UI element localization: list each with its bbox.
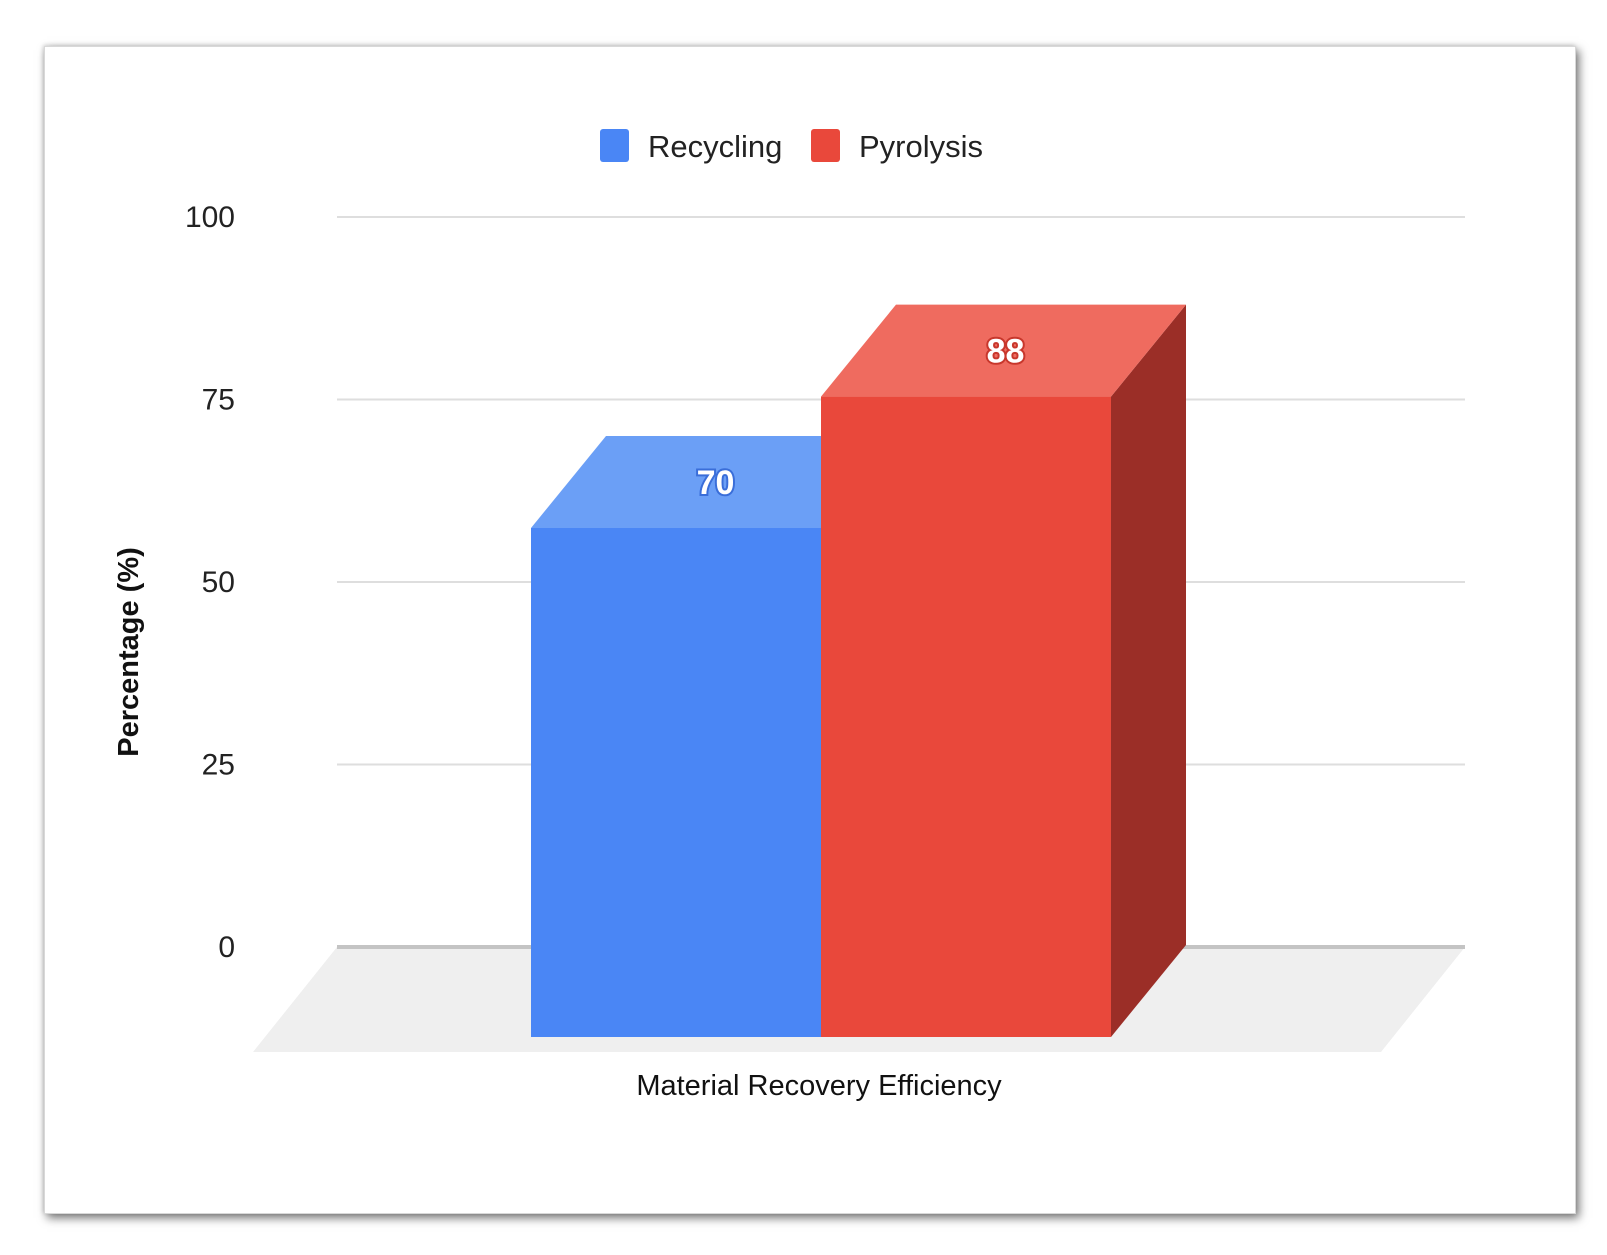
data-label-pyrolysis: 88 <box>987 333 1025 371</box>
data-labels: 70 88 <box>695 331 1027 504</box>
y-tick-label-25: 25 <box>202 749 235 782</box>
y-tick-label-100: 100 <box>185 201 235 234</box>
legend: Recycling Pyrolysis <box>600 129 983 164</box>
y-axis-ticks: 0 25 50 75 100 <box>185 201 235 964</box>
legend-swatch-pyrolysis <box>811 129 840 162</box>
y-tick-label-75: 75 <box>202 384 235 417</box>
y-axis-title: Percentage (%) <box>113 547 145 757</box>
legend-label-recycling: Recycling <box>648 129 782 164</box>
x-axis-title: Material Recovery Efficiency <box>636 1070 1002 1102</box>
bar-side-pyrolysis <box>1111 304 1186 1038</box>
legend-swatch-recycling <box>600 129 629 162</box>
bar-pyrolysis <box>821 396 1111 1038</box>
bar-recycling <box>531 528 821 1037</box>
bar-top-pyrolysis <box>821 304 1186 397</box>
data-label-recycling: 70 <box>697 464 735 502</box>
legend-label-pyrolysis: Pyrolysis <box>859 129 983 164</box>
chart-card: 0 25 50 75 100 70 88 Recycling Pyrolysis… <box>44 46 1576 1214</box>
bars <box>531 304 1186 1038</box>
bar-top-recycling <box>531 436 896 528</box>
bar-chart: 0 25 50 75 100 70 88 Recycling Pyrolysis… <box>113 129 1465 1102</box>
y-tick-label-50: 50 <box>202 566 235 599</box>
y-tick-label-0: 0 <box>218 931 235 964</box>
